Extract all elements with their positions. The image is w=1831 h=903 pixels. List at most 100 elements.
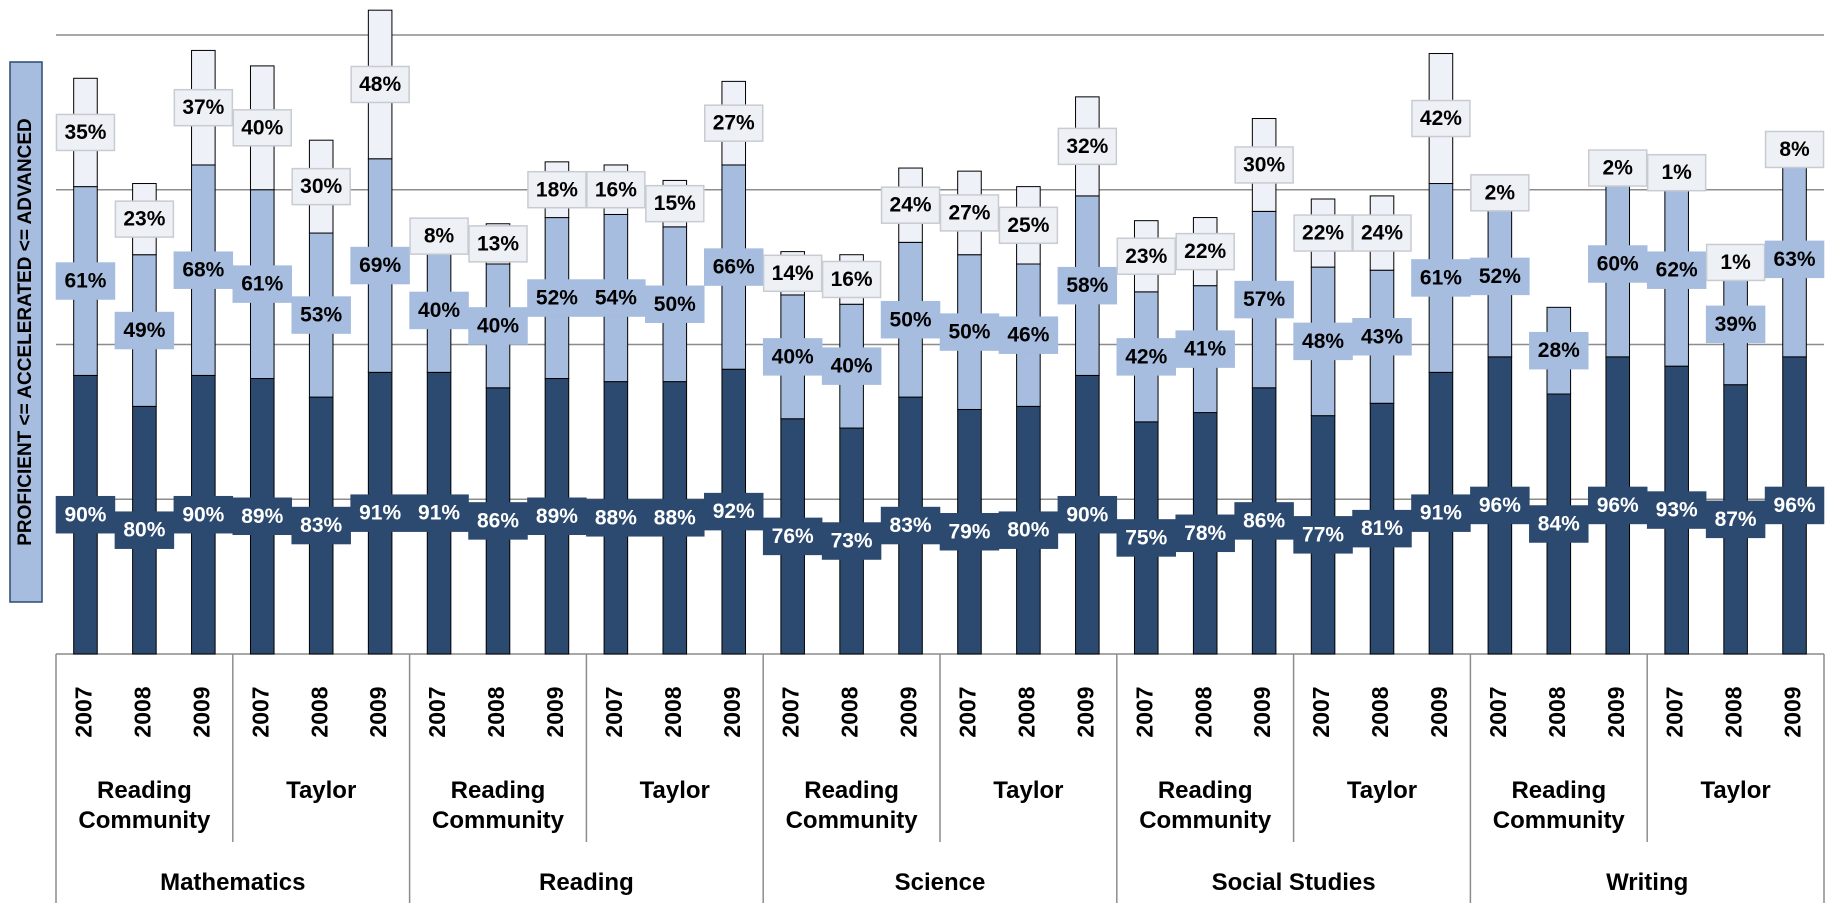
x-tick-label: 2009	[896, 686, 922, 737]
value-label: 96%	[1597, 494, 1639, 517]
value-label: 76%	[772, 525, 814, 548]
x-tick-label: 2008	[837, 686, 863, 737]
value-label-box	[645, 285, 705, 323]
value-label-box	[1705, 305, 1766, 344]
value-label-box	[1293, 516, 1353, 554]
value-label-box	[1411, 259, 1471, 297]
value-label-box	[1116, 338, 1177, 376]
value-label: 27%	[948, 201, 990, 224]
x-tick-label: 2007	[247, 686, 273, 737]
x-tick-label: 2008	[1190, 686, 1216, 737]
value-label-box	[645, 184, 705, 223]
value-label-box	[173, 88, 234, 127]
x-tick-label: 2009	[1072, 686, 1098, 737]
value-label-box	[527, 170, 587, 209]
value-label: 18%	[536, 178, 578, 201]
value-label: 80%	[1007, 519, 1049, 542]
value-label: 73%	[831, 530, 873, 553]
value-label-box	[55, 495, 116, 534]
value-label-box	[1764, 240, 1825, 279]
value-label: 90%	[182, 503, 224, 526]
value-label: 22%	[1302, 222, 1344, 245]
value-label: 32%	[1066, 135, 1108, 158]
subject-label: Social Studies	[1211, 869, 1376, 896]
x-tick-label: 2007	[71, 686, 97, 737]
value-label-box	[291, 167, 351, 206]
value-label: 88%	[654, 506, 696, 529]
value-label: 43%	[1361, 325, 1403, 348]
value-label: 24%	[1361, 222, 1403, 245]
value-label-box	[468, 225, 528, 263]
value-label: 40%	[831, 355, 873, 378]
value-label-box	[880, 300, 941, 339]
value-label: 88%	[595, 506, 637, 529]
school-label: Taylor	[1700, 777, 1771, 804]
x-tick-label: 2007	[1131, 686, 1157, 737]
school-label: Taylor	[639, 777, 710, 804]
value-label: 61%	[64, 270, 106, 293]
x-tick-label: 2009	[188, 686, 214, 737]
value-label: 63%	[1774, 248, 1816, 271]
value-label-box	[821, 347, 882, 385]
value-label-box	[350, 494, 410, 532]
value-label-box	[350, 65, 410, 104]
value-label: 81%	[1361, 517, 1403, 540]
value-label: 37%	[182, 96, 224, 119]
value-label: 79%	[948, 520, 990, 543]
value-label-box	[1411, 494, 1471, 532]
value-label-box	[1587, 486, 1648, 525]
value-label-box	[586, 279, 646, 317]
ylabel-box	[9, 61, 43, 603]
value-label: 52%	[536, 287, 578, 310]
value-label: 16%	[831, 268, 873, 291]
value-label-box	[55, 262, 116, 300]
value-label: 30%	[1243, 153, 1285, 176]
value-label-box	[880, 506, 941, 545]
value-label-box	[1470, 486, 1530, 525]
value-label: 61%	[1420, 266, 1462, 289]
x-tick-label: 2009	[1603, 686, 1629, 737]
school-label: Taylor	[1346, 777, 1418, 804]
value-label: 62%	[1656, 259, 1698, 282]
value-label: 46%	[1007, 324, 1049, 347]
value-label: 40%	[772, 345, 814, 368]
value-label-box	[468, 307, 528, 345]
value-label: 80%	[123, 519, 165, 542]
value-label-box	[1234, 280, 1294, 319]
value-label: 54%	[595, 287, 637, 310]
value-label-box	[1057, 495, 1118, 534]
value-label-box	[1764, 130, 1825, 169]
value-label-box	[55, 113, 116, 152]
value-label: 57%	[1243, 288, 1285, 311]
value-label-box	[350, 246, 410, 285]
value-label: 83%	[890, 514, 932, 537]
value-label-box	[409, 291, 469, 330]
value-label-box	[1175, 330, 1235, 368]
value-label: 39%	[1715, 313, 1757, 336]
value-label-box	[1470, 174, 1530, 212]
value-label-box	[1470, 257, 1530, 296]
value-label-box	[703, 248, 764, 286]
x-tick-label: 2008	[1367, 686, 1393, 737]
value-label-box	[1705, 500, 1766, 539]
subject-label: Science	[894, 869, 986, 896]
value-label: 91%	[418, 502, 460, 525]
value-label-box	[586, 170, 646, 209]
value-label-box	[939, 512, 1000, 551]
value-label: 90%	[1066, 503, 1108, 526]
value-label: 24%	[890, 194, 932, 217]
school-label: Reading Community	[785, 777, 918, 834]
x-tick-label: 2008	[129, 686, 155, 737]
value-label: 35%	[64, 121, 106, 144]
value-label-box	[998, 511, 1059, 549]
value-label-box	[762, 517, 823, 556]
value-label: 13%	[477, 232, 519, 255]
value-label: 96%	[1774, 494, 1816, 517]
value-label: 92%	[713, 500, 755, 523]
value-label: 50%	[890, 308, 932, 331]
value-label: 91%	[1420, 502, 1462, 525]
value-label-box	[1587, 245, 1648, 283]
value-label: 86%	[477, 509, 519, 532]
